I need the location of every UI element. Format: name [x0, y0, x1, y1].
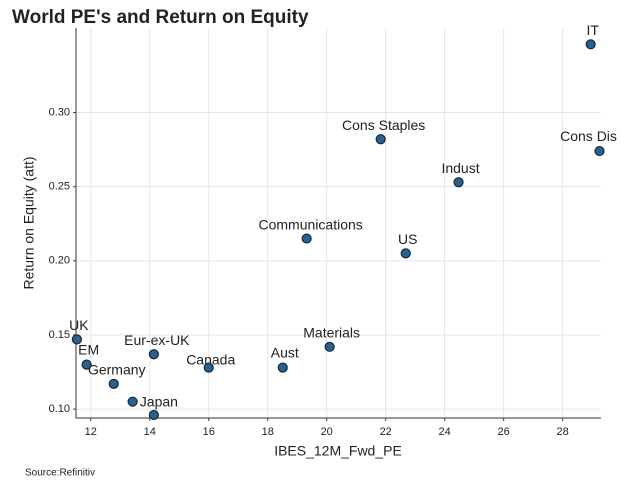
point: [148, 349, 159, 360]
point: [81, 359, 92, 370]
y-axis-label: Return on Equity (att): [21, 156, 37, 289]
source: Source:Refinitiv: [25, 468, 95, 479]
point-label: US: [398, 231, 417, 247]
y-tick-label: 0.20: [49, 255, 70, 267]
point-label: Cons Staples: [342, 117, 425, 133]
point: [127, 396, 138, 407]
point-label: Canada: [186, 351, 235, 367]
x-tick-label: 24: [439, 426, 451, 438]
y-tick-label: 0.10: [49, 403, 70, 415]
point: [594, 145, 605, 157]
x-tick-label: 26: [498, 426, 510, 438]
point-label: EM: [78, 341, 99, 357]
point-label: Japan: [140, 394, 178, 410]
x-tick-label: 20: [321, 426, 333, 438]
x-tick-label: 22: [380, 426, 392, 438]
x-tick-label: 28: [557, 426, 569, 438]
x-tick-label: 14: [144, 426, 156, 438]
point: [400, 248, 411, 259]
point-label: Germany: [88, 362, 146, 378]
point-label: Eur-ex-UK: [124, 332, 190, 348]
point-label: IT: [586, 22, 599, 38]
x-tick-label: 16: [203, 426, 215, 438]
y-tick-label: 0.15: [49, 329, 70, 341]
point-label: Indust: [441, 160, 479, 176]
point: [71, 334, 82, 345]
point: [324, 341, 335, 352]
point: [453, 177, 464, 188]
point: [203, 362, 214, 373]
point: [277, 362, 288, 373]
point: [585, 39, 596, 50]
point: [108, 378, 119, 389]
point: [148, 409, 159, 421]
y-tick-label: 0.30: [49, 106, 70, 118]
point-label: Cons Dis: [560, 128, 617, 144]
point: [375, 134, 386, 145]
chart-title: World PE's and Return on Equity: [12, 7, 309, 28]
x-tick-label: 18: [262, 426, 274, 438]
point-label: Aust: [271, 344, 299, 360]
x-axis-label: IBES_12M_Fwd_PE: [274, 443, 402, 459]
x-tick-label: 12: [85, 426, 97, 438]
point-label: UK: [69, 317, 89, 333]
point-label: Communications: [259, 216, 363, 232]
point: [301, 233, 312, 244]
point-label: Materials: [303, 325, 360, 341]
y-tick-label: 0.25: [49, 181, 70, 193]
